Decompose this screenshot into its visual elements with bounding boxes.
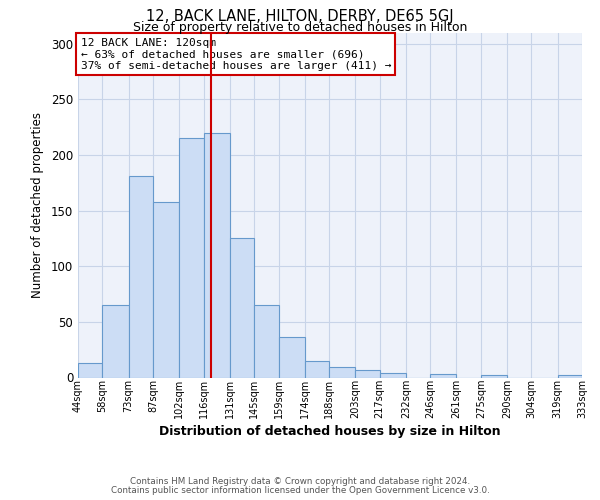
Bar <box>430 374 457 378</box>
Bar <box>153 202 179 378</box>
Bar <box>230 238 254 378</box>
X-axis label: Distribution of detached houses by size in Hilton: Distribution of detached houses by size … <box>159 426 501 438</box>
Text: Contains public sector information licensed under the Open Government Licence v3: Contains public sector information licen… <box>110 486 490 495</box>
Text: Size of property relative to detached houses in Hilton: Size of property relative to detached ho… <box>133 21 467 34</box>
Bar <box>481 376 507 378</box>
Bar <box>203 132 230 378</box>
Bar <box>254 305 278 378</box>
Bar <box>380 373 406 378</box>
Bar <box>305 361 329 378</box>
Bar <box>355 370 380 378</box>
Text: 12 BACK LANE: 120sqm
← 63% of detached houses are smaller (696)
37% of semi-deta: 12 BACK LANE: 120sqm ← 63% of detached h… <box>80 38 391 71</box>
Bar <box>179 138 203 378</box>
Text: Contains HM Land Registry data © Crown copyright and database right 2024.: Contains HM Land Registry data © Crown c… <box>130 477 470 486</box>
Y-axis label: Number of detached properties: Number of detached properties <box>31 112 44 298</box>
Bar <box>557 376 582 378</box>
Bar <box>278 338 305 378</box>
Text: 12, BACK LANE, HILTON, DERBY, DE65 5GJ: 12, BACK LANE, HILTON, DERBY, DE65 5GJ <box>146 9 454 24</box>
Bar <box>103 305 128 378</box>
Bar <box>128 176 153 378</box>
Bar <box>329 368 355 378</box>
Bar <box>78 363 103 378</box>
